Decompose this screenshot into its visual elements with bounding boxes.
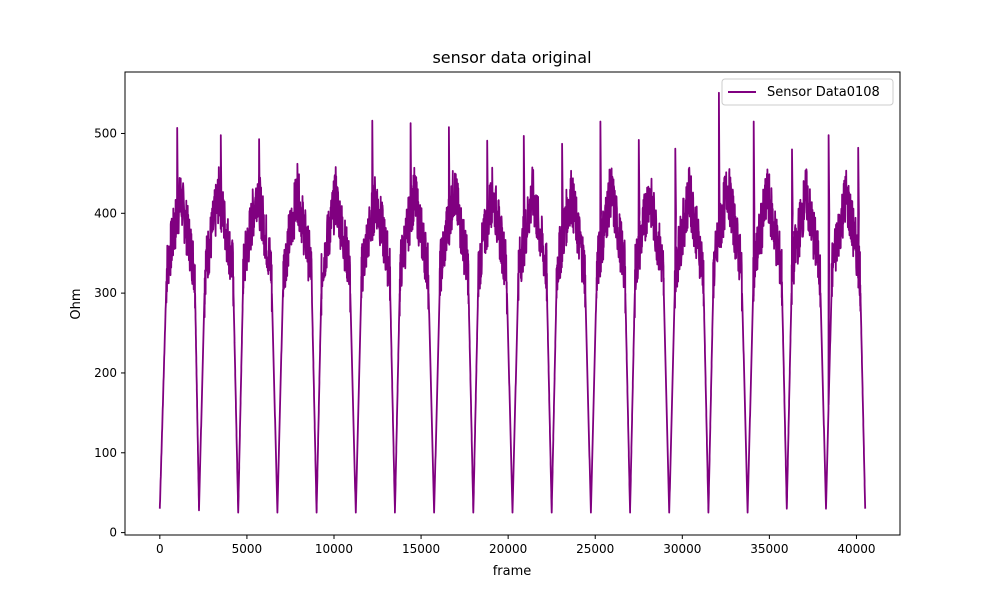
series-line xyxy=(158,91,867,514)
x-axis: 0 5000 10000 15000 20000 25000 30000 35000 40000 xyxy=(156,535,876,556)
y-axis: 0 100 200 300 400 500 xyxy=(94,126,125,540)
chart-title: sensor data original xyxy=(432,48,591,67)
legend: Sensor Data0108 xyxy=(721,78,894,106)
legend-label: Sensor Data0108 xyxy=(767,85,880,100)
x-tick-label: 5000 xyxy=(232,542,263,556)
y-tick-label: 500 xyxy=(94,126,117,140)
y-tick-label: 200 xyxy=(94,366,117,380)
x-tick-label: 35000 xyxy=(750,542,788,556)
x-tick-label: 15000 xyxy=(402,542,440,556)
x-axis-label: frame xyxy=(493,564,532,579)
y-tick-label: 400 xyxy=(94,206,117,220)
plot-layer xyxy=(158,91,867,514)
y-axis-label: Ohm xyxy=(69,288,84,319)
x-tick-label: 0 xyxy=(156,542,164,556)
x-tick-label: 25000 xyxy=(576,542,614,556)
x-tick-label: 20000 xyxy=(489,542,527,556)
x-tick-label: 40000 xyxy=(837,542,875,556)
y-tick-label: 100 xyxy=(94,446,117,460)
x-tick-label: 10000 xyxy=(315,542,353,556)
y-tick-label: 300 xyxy=(94,286,117,300)
plot-frame xyxy=(124,71,901,536)
y-tick-label: 0 xyxy=(109,526,117,540)
legend-box xyxy=(721,78,894,106)
x-tick-label: 30000 xyxy=(663,542,701,556)
